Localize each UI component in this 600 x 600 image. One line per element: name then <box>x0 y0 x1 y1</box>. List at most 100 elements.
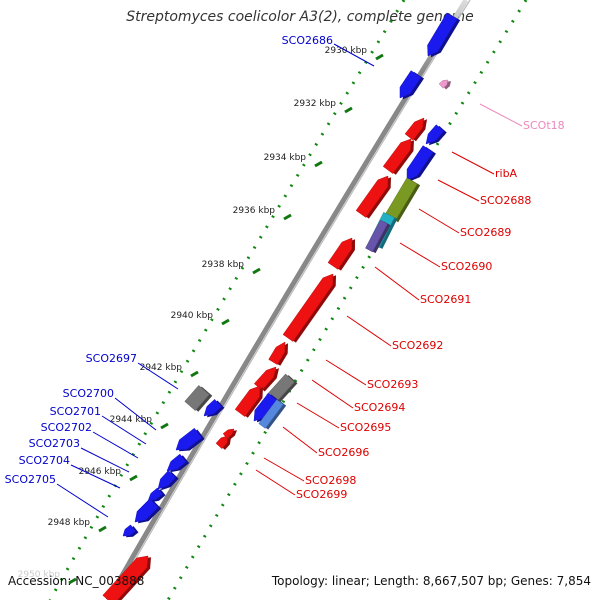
gene-feature[interactable] <box>122 524 136 537</box>
ruler-tick <box>190 370 199 378</box>
gene-label-sco2695[interactable]: SCO2695 <box>340 421 391 434</box>
dotted-guides <box>48 0 528 600</box>
ruler-tick <box>283 213 292 221</box>
reverse-leader-line <box>80 447 130 473</box>
forward-leader-line <box>263 457 305 482</box>
ruler-tick <box>314 160 323 168</box>
gene-label-sco2686[interactable]: SCO2686 <box>282 34 333 47</box>
gene-feature[interactable] <box>404 117 425 141</box>
gene-feature[interactable] <box>166 453 187 472</box>
forward-leader-line <box>325 359 367 386</box>
gene-label-sco2703[interactable]: SCO2703 <box>29 437 80 450</box>
reverse-leader-line <box>114 397 157 431</box>
gene-feature[interactable] <box>175 427 203 451</box>
forward-leader-line <box>255 469 296 496</box>
forward-leader-line <box>346 315 392 347</box>
gene-feature[interactable] <box>253 366 277 391</box>
gene-feature[interactable] <box>102 555 149 600</box>
gene-feature[interactable] <box>365 219 388 253</box>
outer-dotted-guide <box>48 0 406 600</box>
ruler-tick-label: 2934 kbp <box>264 153 307 163</box>
gene-feature[interactable] <box>147 487 163 502</box>
inner-dotted-guide <box>166 0 528 600</box>
genes <box>102 12 461 600</box>
ruler-tick-label: 2938 kbp <box>202 260 245 270</box>
forward-leader-line <box>451 151 495 175</box>
gene-feature[interactable] <box>234 385 261 417</box>
ruler-tick-label: 2936 kbp <box>233 206 276 216</box>
gene-label-sco2698[interactable]: SCO2698 <box>305 474 356 487</box>
ruler-tick <box>160 422 169 430</box>
ruler-tick <box>98 525 107 533</box>
gene-feature[interactable] <box>157 470 177 490</box>
forward-leader-line <box>418 208 460 234</box>
gene-label-sco2693[interactable]: SCO2693 <box>367 378 418 391</box>
forward-leader-line <box>399 242 441 268</box>
ruler-tick <box>221 318 230 326</box>
accession-text: Accession: NC_003888 <box>8 574 145 588</box>
gene-label-sco2701[interactable]: SCO2701 <box>50 405 101 418</box>
ruler-tick <box>129 474 138 482</box>
label-leaders <box>56 43 523 518</box>
gene-label-sco2704[interactable]: SCO2704 <box>19 454 70 467</box>
reverse-leader-line <box>70 464 121 489</box>
gene-feature[interactable] <box>203 398 222 417</box>
ruler-tick <box>375 53 384 61</box>
gene-label-sco2699[interactable]: SCO2699 <box>296 488 347 501</box>
gene-feature[interactable] <box>438 79 449 89</box>
gene-feature[interactable] <box>399 70 422 99</box>
reverse-leader-line <box>137 362 179 390</box>
gene-label-sco2697[interactable]: SCO2697 <box>86 352 137 365</box>
gene-feature[interactable] <box>215 435 229 450</box>
ruler-tick-label: 2940 kbp <box>171 311 214 321</box>
reverse-leader-line <box>92 431 139 459</box>
gene-feature[interactable] <box>184 385 210 411</box>
gene-label-sco2688[interactable]: SCO2688 <box>480 194 531 207</box>
ruler-tick-label: 2950 kbp <box>18 570 61 580</box>
forward-leader-line <box>311 379 354 409</box>
gene-feature[interactable] <box>282 273 334 342</box>
reverse-leader-line <box>333 43 375 67</box>
ruler-tick-label: 2942 kbp <box>140 363 183 373</box>
ruler-tick-label: 2946 kbp <box>79 467 122 477</box>
ruler-tick <box>252 267 261 275</box>
gene-label-riba[interactable]: ribA <box>495 167 518 180</box>
map-title: Streptomyces coelicolor A3(2), complete … <box>126 9 474 25</box>
gene-label-sco2692[interactable]: SCO2692 <box>392 339 443 352</box>
gene-feature[interactable] <box>406 145 434 181</box>
gene-label-sco2705[interactable]: SCO2705 <box>5 473 56 486</box>
gene-label-sco2690[interactable]: SCO2690 <box>441 260 492 273</box>
topology-summary: Topology: linear; Length: 8,667,507 bp; … <box>271 574 591 588</box>
gene-label-sco2691[interactable]: SCO2691 <box>420 293 471 306</box>
gene-feature[interactable] <box>134 498 159 523</box>
gene-label-sco2689[interactable]: SCO2689 <box>460 226 511 239</box>
gene-label-scot18[interactable]: SCOt18 <box>523 119 565 132</box>
gene-feature[interactable] <box>258 399 284 429</box>
ruler-tick-label: 2944 kbp <box>110 415 153 425</box>
ruler-tick <box>68 577 77 585</box>
gene-feature[interactable] <box>222 428 235 439</box>
gene-label-sco2694[interactable]: SCO2694 <box>354 401 405 414</box>
reverse-leader-line <box>56 483 109 518</box>
gene-feature[interactable] <box>382 138 412 174</box>
ruler-tick <box>344 106 353 114</box>
forward-leader-line <box>282 426 318 454</box>
forward-leader-line <box>296 402 340 429</box>
gene-feature[interactable] <box>425 124 445 145</box>
gene-feature[interactable] <box>355 175 389 218</box>
gene-feature[interactable] <box>327 237 353 270</box>
forward-leader-line <box>374 266 420 301</box>
gene-label-sco2702[interactable]: SCO2702 <box>41 421 92 434</box>
forward-leader-line <box>437 179 480 202</box>
gene-labels: SCO2686 SCO2697 SCO2700 SCO2701 SCO2702 SCO27… <box>5 34 565 501</box>
gene-label-sco2696[interactable]: SCO2696 <box>318 446 369 459</box>
rna-leader-line <box>479 103 523 127</box>
ruler-tick-label: 2948 kbp <box>48 518 91 528</box>
ruler-tick-label: 2932 kbp <box>294 99 337 109</box>
gene-label-sco2700[interactable]: SCO2700 <box>63 387 114 400</box>
gene-feature[interactable] <box>427 12 458 57</box>
reverse-leader-line <box>101 415 147 445</box>
gene-feature[interactable] <box>268 341 286 365</box>
